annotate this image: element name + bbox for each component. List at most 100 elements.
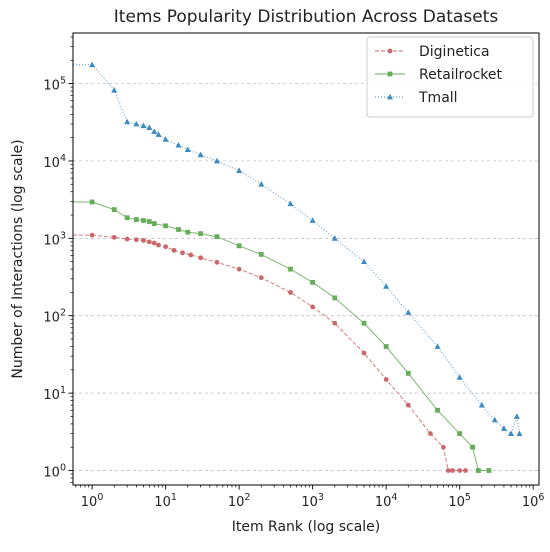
data-point-tmall — [500, 425, 507, 431]
data-point-diginetica — [405, 402, 411, 408]
data-point-tmall — [258, 181, 265, 187]
data-point-diginetica — [310, 304, 316, 310]
data-point-retailrocket — [146, 219, 152, 224]
data-point-tmall — [456, 374, 463, 380]
data-point-tmall — [491, 416, 498, 423]
data-point-diginetica — [111, 234, 117, 240]
data-point-retailrocket — [163, 223, 169, 229]
data-point-diginetica — [171, 247, 177, 253]
data-point-diginetica — [288, 290, 293, 295]
data-point-retailrocket — [185, 229, 191, 235]
series-line-diginetica — [92, 234, 466, 472]
y-tick-label: 104 — [43, 153, 66, 171]
x-tick-label: 103 — [301, 492, 324, 510]
data-point-retailrocket — [89, 199, 95, 205]
data-point-diginetica — [146, 239, 152, 245]
data-point-diginetica — [428, 431, 433, 436]
data-point-tmall — [89, 61, 96, 68]
x-tick-label: 105 — [448, 492, 471, 510]
y-axis-label: Number of Interactions (log scale) — [10, 139, 26, 378]
data-point-tmall — [287, 200, 294, 207]
data-point-retailrocket — [133, 217, 139, 222]
data-point-retailrocket — [361, 320, 367, 326]
x-tick-label: 106 — [522, 492, 545, 510]
data-point-retailrocket — [198, 231, 204, 237]
data-point-tmall — [331, 235, 338, 241]
axis-layer: 100 101 102 103 104 105 106 100 101 102 103 104 105 — [43, 36, 545, 510]
data-point-diginetica — [180, 250, 185, 256]
legend-entry-diginetica: Diginetica — [375, 44, 490, 60]
data-point-retailrocket — [151, 221, 157, 227]
data-point-tmall — [236, 167, 243, 174]
data-point-tmall — [383, 283, 390, 289]
data-point-diginetica — [156, 242, 161, 248]
legend-label: Retailrocket — [419, 67, 502, 83]
data-point-tmall — [175, 141, 182, 148]
data-point-retailrocket — [214, 234, 220, 240]
y-tick-label: 102 — [43, 308, 66, 326]
series-tmall — [73, 61, 523, 436]
legend-entries: Diginetica Retailrocket Tmall — [375, 44, 502, 106]
data-point-diginetica — [124, 236, 130, 242]
x-tick-label: 102 — [228, 492, 251, 510]
plot-frame — [72, 32, 540, 486]
data-point-tmall — [184, 146, 191, 153]
data-point-tmall — [405, 309, 412, 315]
data-point-retailrocket — [486, 468, 492, 473]
data-point-diginetica — [463, 468, 468, 473]
data-point-retailrocket — [435, 407, 440, 413]
data-point-diginetica — [236, 266, 242, 272]
data-point-diginetica — [141, 238, 146, 243]
data-point-retailrocket — [288, 266, 293, 272]
data-point-diginetica — [457, 468, 463, 473]
data-point-tmall — [155, 131, 162, 137]
series-layer — [73, 61, 523, 473]
data-point-diginetica — [133, 237, 139, 243]
data-point-tmall — [162, 136, 169, 142]
legend-box — [366, 36, 534, 118]
data-point-retailrocket — [470, 444, 476, 450]
data-point-tmall — [111, 87, 118, 93]
legend-label: Diginetica — [419, 44, 490, 60]
data-point-diginetica — [440, 444, 446, 450]
y-tick-label: 103 — [43, 230, 66, 248]
data-point-tmall — [508, 430, 515, 436]
legend-marker-square — [387, 71, 393, 77]
legend-entry-retailrocket: Retailrocket — [375, 67, 502, 83]
data-point-diginetica — [198, 255, 204, 261]
data-point-diginetica — [163, 244, 169, 250]
legend-marker-circle — [387, 48, 393, 54]
data-point-retailrocket — [310, 279, 316, 285]
data-point-tmall — [146, 124, 153, 130]
x-axis-label: Item Rank (log scale) — [232, 519, 381, 535]
data-point-tmall — [197, 151, 204, 158]
data-point-retailrocket — [332, 295, 338, 301]
legend: Diginetica Retailrocket Tmall — [366, 36, 534, 118]
y-tick-label: 100 — [43, 463, 66, 481]
data-point-tmall — [309, 217, 316, 223]
series-retailrocket — [73, 199, 492, 473]
data-point-retailrocket — [405, 370, 411, 376]
y-tick-label: 101 — [43, 385, 66, 403]
data-point-tmall — [513, 413, 520, 419]
data-point-diginetica — [332, 320, 338, 326]
data-point-diginetica — [383, 377, 389, 382]
data-point-tmall — [516, 430, 523, 436]
data-point-retailrocket — [476, 468, 481, 473]
data-point-diginetica — [89, 232, 95, 238]
y-tick-label: 105 — [43, 76, 66, 94]
data-point-diginetica — [258, 275, 264, 281]
data-point-diginetica — [450, 468, 455, 473]
data-point-retailrocket — [236, 243, 242, 249]
data-point-diginetica — [361, 350, 367, 356]
data-point-tmall — [478, 401, 485, 408]
data-point-diginetica — [214, 259, 220, 265]
data-point-retailrocket — [111, 207, 117, 213]
series-line-tmall — [91, 64, 520, 435]
data-point-diginetica — [188, 252, 194, 258]
x-tick-label: 101 — [154, 492, 177, 510]
data-point-tmall — [361, 258, 368, 265]
chart-title: Items Popularity Distribution Across Dat… — [114, 7, 499, 27]
legend-entry-tmall: Tmall — [375, 90, 458, 106]
